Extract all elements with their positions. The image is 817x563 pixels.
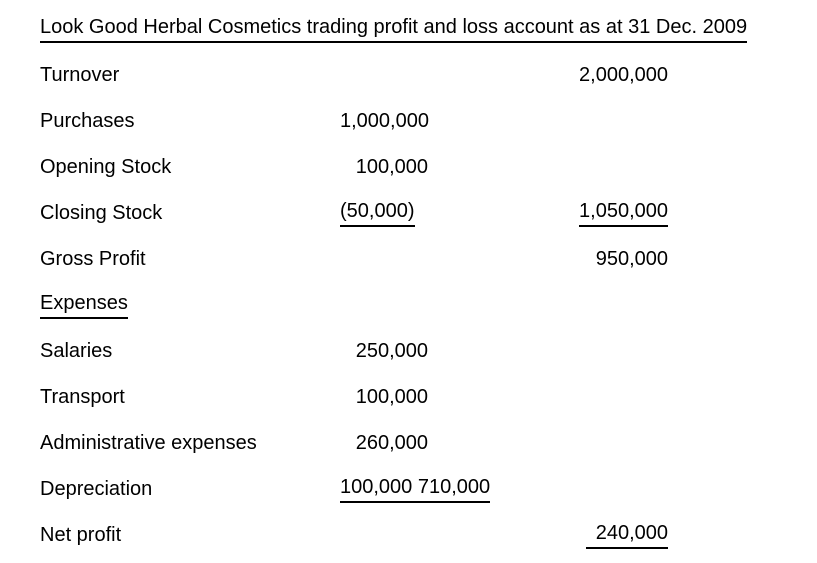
row-administrative-expenses: Administrative expenses 260,000	[40, 420, 817, 466]
row-transport: Transport 100,000	[40, 374, 817, 420]
opening-stock-amount: 100,000	[355, 155, 428, 178]
row-closing-stock: Closing Stock (50,000) 1,050,000	[40, 190, 817, 236]
transport-amount: 100,000	[355, 385, 428, 408]
depreciation-label: Depreciation	[40, 477, 153, 500]
turnover-label: Turnover	[40, 63, 120, 86]
row-expenses-heading: Expenses	[40, 282, 817, 328]
net-profit-amount: 240,000	[428, 522, 668, 549]
transport-label: Transport	[40, 385, 125, 408]
row-net-profit: Net profit 240,000	[40, 512, 817, 558]
turnover-amount: 2,000,000	[579, 63, 668, 86]
document-title: Look Good Herbal Cosmetics trading profi…	[40, 16, 748, 43]
purchases-amount: 1,000,000	[340, 109, 429, 132]
gross-profit-label: Gross Profit	[40, 247, 146, 270]
row-turnover: Turnover 2,000,000	[40, 52, 817, 98]
administrative-expenses-label: Administrative expenses	[40, 431, 257, 454]
expenses-heading: Expenses	[40, 292, 340, 319]
document-title-row: Look Good Herbal Cosmetics trading profi…	[40, 6, 817, 52]
row-depreciation: Depreciation 100,000 710,000	[40, 466, 817, 512]
cost-of-sales-total: 1,050,000	[428, 200, 668, 227]
closing-stock-label: Closing Stock	[40, 201, 163, 224]
depreciation-and-total-expenses-amount: 100,000 710,000	[340, 476, 491, 503]
opening-stock-label: Opening Stock	[40, 155, 172, 178]
closing-stock-amount: (50,000)	[340, 200, 428, 227]
row-opening-stock: Opening Stock 100,000	[40, 144, 817, 190]
gross-profit-amount: 950,000	[595, 247, 668, 270]
row-salaries: Salaries 250,000	[40, 328, 817, 374]
row-purchases: Purchases 1,000,000	[40, 98, 817, 144]
salaries-label: Salaries	[40, 339, 113, 362]
row-gross-profit: Gross Profit 950,000	[40, 236, 817, 282]
administrative-expenses-amount: 260,000	[355, 431, 428, 454]
salaries-amount: 250,000	[355, 339, 428, 362]
purchases-label: Purchases	[40, 109, 135, 132]
net-profit-label: Net profit	[40, 523, 122, 546]
